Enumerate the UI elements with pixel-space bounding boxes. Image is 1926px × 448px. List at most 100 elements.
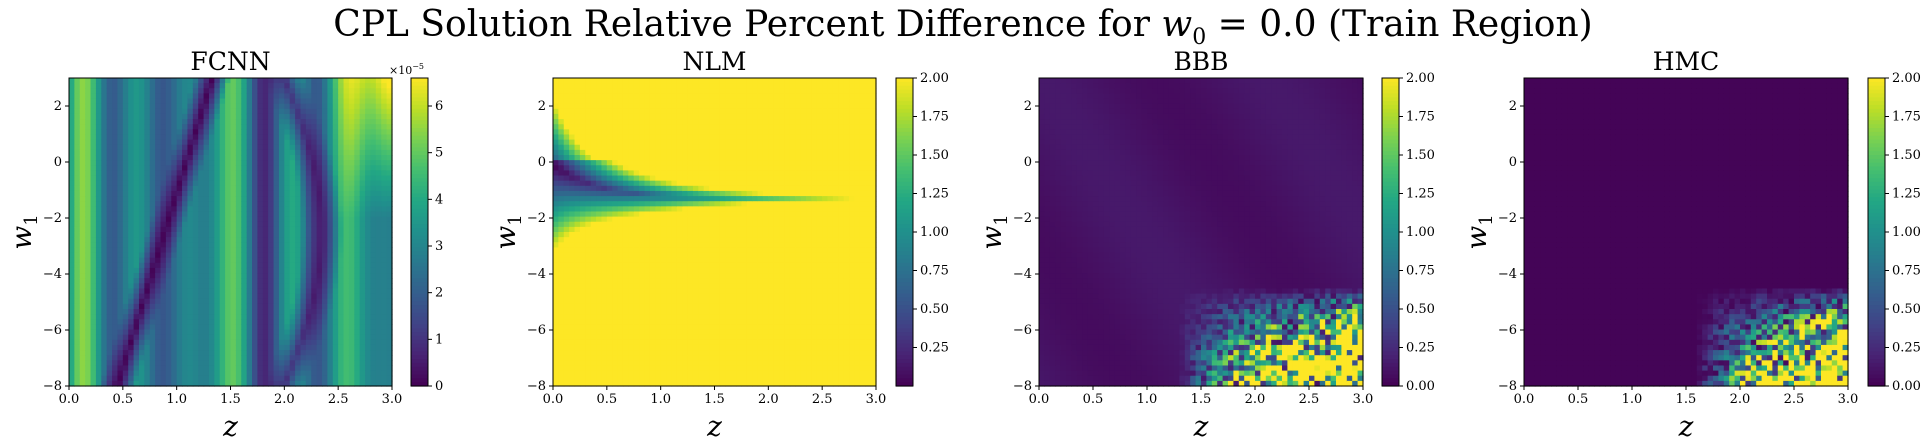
heatmap-cell — [241, 339, 248, 346]
heatmap-cell — [284, 160, 291, 166]
heatmap-cell — [101, 262, 108, 269]
heatmap-cell — [612, 113, 619, 120]
heatmap-cell — [95, 196, 102, 202]
heatmap-cell — [316, 283, 323, 290]
heatmap-cell — [122, 283, 129, 290]
heatmap-cell — [633, 288, 640, 295]
heatmap-cell — [225, 108, 232, 115]
heatmap-cell — [122, 119, 129, 125]
heatmap-cell — [381, 339, 388, 346]
heatmap-cell — [79, 380, 86, 387]
heatmap-cell — [311, 232, 318, 238]
heatmap-cell — [176, 78, 183, 84]
heatmap-cell — [601, 165, 608, 171]
heatmap-cell — [332, 108, 339, 115]
heatmap-cell — [606, 83, 613, 89]
heatmap-cell — [359, 185, 366, 192]
heatmap-cell — [644, 350, 651, 356]
heatmap-cell — [606, 129, 613, 136]
heatmap-cell — [338, 170, 345, 177]
heatmap-cell — [187, 375, 194, 382]
heatmap-cell — [149, 206, 156, 213]
heatmap-cell — [241, 267, 248, 274]
heatmap-cell — [359, 160, 366, 166]
heatmap-cell — [192, 206, 199, 213]
heatmap-cell — [332, 139, 339, 146]
heatmap-cell — [386, 93, 393, 100]
heatmap-cell — [165, 113, 172, 120]
heatmap-cell — [348, 144, 355, 151]
heatmap-cell — [558, 278, 565, 284]
heatmap-cell — [639, 309, 646, 315]
heatmap-cell — [375, 149, 382, 156]
heatmap-cell — [144, 103, 151, 110]
heatmap-cell — [214, 206, 221, 213]
heatmap-cell — [553, 139, 559, 146]
heatmap-cell — [305, 83, 312, 89]
heatmap-cell — [128, 88, 135, 94]
heatmap-cell — [262, 252, 269, 259]
heatmap-cell — [601, 350, 608, 356]
heatmap-cell — [332, 175, 339, 182]
heatmap-cell — [622, 160, 629, 166]
heatmap-cell — [246, 134, 253, 141]
heatmap-cell — [69, 144, 75, 151]
heatmap-cell — [628, 88, 635, 94]
heatmap-cell — [138, 134, 145, 141]
heatmap-cell — [300, 232, 307, 238]
heatmap-cell — [628, 344, 635, 351]
heatmap-cell — [182, 339, 189, 346]
heatmap-cell — [348, 196, 355, 202]
heatmap-cell — [246, 129, 253, 136]
heatmap-cell — [85, 370, 92, 377]
heatmap-cell — [182, 113, 189, 120]
heatmap-cell — [192, 355, 199, 361]
heatmap-cell — [219, 170, 226, 177]
heatmap-cell — [155, 103, 162, 110]
heatmap-cell — [289, 273, 296, 279]
heatmap-cell — [338, 83, 345, 89]
heatmap-cell — [165, 155, 172, 161]
heatmap-cell — [85, 344, 92, 351]
heatmap-cell — [138, 267, 145, 274]
heatmap-cell — [606, 303, 613, 310]
heatmap-cell — [585, 319, 592, 325]
heatmap-cell — [262, 221, 269, 228]
heatmap-cell — [660, 247, 667, 254]
heatmap-cell — [617, 273, 624, 279]
heatmap-cell — [284, 242, 291, 248]
heatmap-cell — [365, 175, 372, 182]
heatmap-cell — [332, 334, 339, 341]
heatmap-cell — [198, 129, 205, 136]
heatmap-cell — [160, 232, 167, 238]
heatmap-cell — [338, 365, 345, 372]
heatmap-cell — [230, 98, 237, 105]
heatmap-cell — [219, 278, 226, 284]
heatmap-cell — [639, 165, 646, 171]
heatmap-cell — [149, 237, 156, 243]
heatmap-cell — [316, 298, 323, 305]
heatmap-cell — [278, 380, 285, 387]
heatmap-cell — [327, 185, 334, 192]
heatmap-cell — [322, 370, 328, 377]
heatmap-cell — [112, 298, 119, 305]
heatmap-cell — [160, 339, 167, 346]
heatmap-cell — [569, 314, 576, 320]
heatmap-cell — [617, 365, 624, 372]
heatmap-cell — [203, 344, 210, 351]
heatmap-cell — [219, 190, 226, 197]
heatmap-cell — [241, 170, 248, 177]
heatmap-cell — [138, 293, 145, 300]
heatmap-cell — [208, 237, 215, 243]
heatmap-cell — [370, 83, 377, 89]
heatmap-cell — [268, 355, 275, 361]
heatmap-cell — [289, 355, 296, 361]
heatmap-cell — [660, 221, 667, 228]
heatmap-cell — [165, 124, 172, 130]
heatmap-cell — [182, 303, 189, 310]
heatmap-cell — [553, 247, 559, 254]
heatmap-cell — [85, 278, 92, 284]
heatmap-cell — [128, 339, 135, 346]
heatmap-cell — [601, 206, 608, 213]
heatmap-cell — [316, 185, 323, 192]
